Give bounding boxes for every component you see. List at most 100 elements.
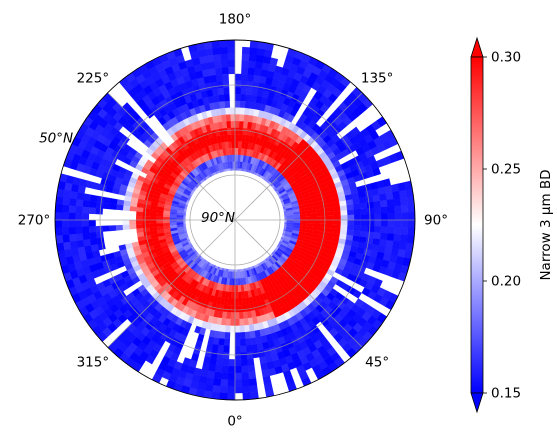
data-cell [187, 276, 194, 285]
data-cell [272, 262, 280, 270]
data-cell [145, 330, 156, 340]
data-cell [299, 170, 308, 178]
data-cell [167, 343, 177, 353]
data-cell [190, 180, 198, 187]
data-cell [402, 257, 411, 267]
data-cell [352, 197, 360, 205]
data-cell [272, 359, 282, 368]
data-cell [268, 166, 275, 174]
data-cell [190, 262, 198, 271]
data-cell [234, 161, 238, 169]
data-cell [226, 40, 235, 48]
data-cell [264, 140, 272, 149]
data-cell [156, 226, 164, 231]
data-cell [178, 233, 186, 238]
data-cell [216, 296, 222, 305]
data-cell [123, 274, 133, 284]
data-cell [331, 134, 341, 144]
data-cell [221, 290, 226, 299]
data-cell [305, 156, 314, 164]
data-cell [324, 235, 333, 242]
data-cell [274, 251, 282, 258]
data-cell [293, 217, 301, 220]
data-cell [184, 175, 193, 183]
data-cell [126, 186, 135, 193]
data-cell [279, 117, 287, 127]
data-cell [145, 258, 154, 266]
data-cell [264, 260, 271, 268]
data-cell [254, 266, 260, 275]
data-cell [163, 210, 171, 215]
data-cell [95, 169, 105, 179]
data-cell [197, 49, 207, 58]
data-cell [346, 209, 355, 216]
data-cell [246, 269, 251, 278]
data-cell [221, 365, 229, 373]
data-cell [326, 163, 335, 172]
data-cell [250, 275, 255, 284]
data-cell [271, 317, 279, 326]
data-cell [376, 312, 387, 324]
data-cell [72, 254, 81, 264]
data-cell [252, 316, 259, 325]
data-cell [235, 372, 243, 380]
data-cell [265, 333, 274, 342]
data-cell [277, 186, 285, 193]
data-cell [400, 264, 409, 275]
data-cell [279, 177, 287, 185]
colorbar-tick-label: 0.25 [491, 162, 521, 178]
data-cell [256, 166, 263, 175]
data-cell [284, 76, 294, 86]
data-cell [313, 184, 322, 191]
data-cell [364, 189, 373, 197]
data-cell [290, 272, 299, 281]
data-cell [312, 208, 321, 214]
data-cell [280, 67, 290, 77]
data-cell [131, 241, 140, 248]
data-cell [180, 195, 189, 201]
data-cell [171, 63, 181, 73]
data-cell [286, 114, 295, 123]
data-cell [122, 220, 130, 226]
data-cell [156, 145, 166, 154]
data-cell [301, 189, 309, 196]
data-cell [159, 99, 169, 109]
data-cell [118, 244, 127, 252]
data-cell [321, 155, 330, 164]
data-cell [143, 292, 153, 301]
data-cell [188, 387, 198, 396]
data-cell [319, 211, 328, 217]
data-cell [291, 183, 299, 190]
data-cell [176, 222, 184, 226]
data-cell [100, 254, 109, 263]
data-cell [184, 109, 193, 119]
data-cell [177, 277, 185, 286]
data-cell [202, 139, 209, 148]
data-cell [127, 181, 136, 189]
data-cell [251, 343, 259, 352]
data-cell [293, 189, 302, 196]
data-cell [276, 244, 280, 248]
data-cell [124, 195, 132, 202]
data-cell [307, 283, 317, 292]
data-cell [170, 133, 179, 142]
data-cell [119, 77, 130, 88]
data-cell [174, 275, 183, 284]
data-cell [226, 127, 232, 136]
data-cell [188, 72, 198, 81]
data-cell [97, 331, 108, 342]
data-cell [126, 267, 136, 276]
data-cell [154, 246, 163, 253]
data-cell [370, 284, 380, 294]
data-cell [80, 259, 90, 269]
data-cell [249, 101, 256, 110]
data-cell [222, 304, 228, 312]
data-cell [129, 160, 138, 169]
data-cell [81, 149, 91, 160]
data-cell [291, 203, 299, 208]
data-cell [128, 147, 138, 157]
data-cell [183, 213, 186, 216]
data-cell [98, 183, 107, 192]
data-cell [249, 170, 253, 174]
angle-tick-label: 180° [219, 12, 252, 28]
